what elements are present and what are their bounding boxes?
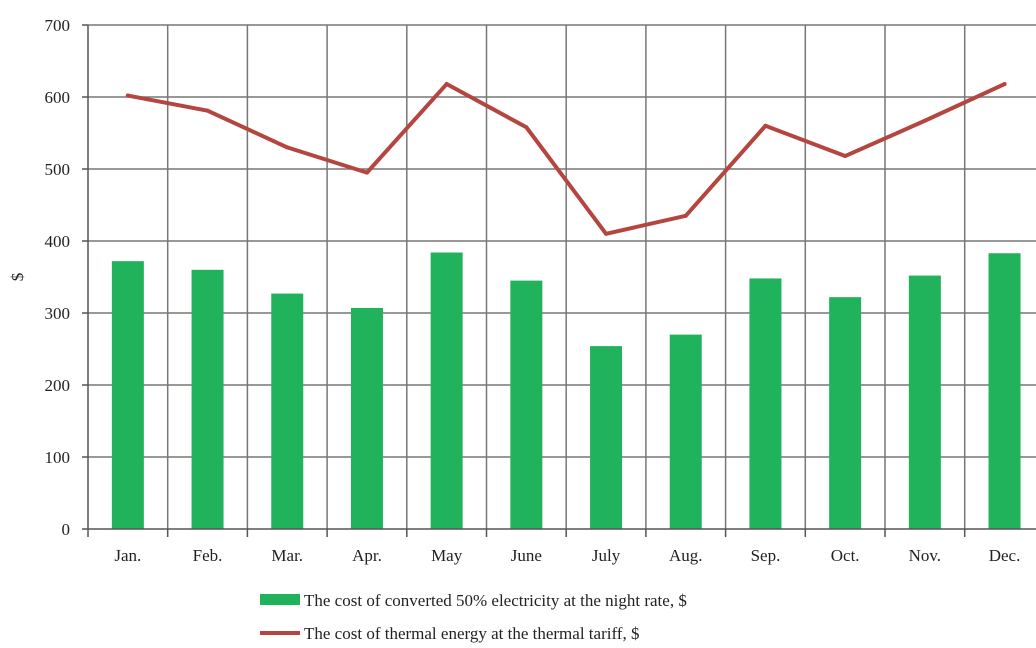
bar-series bbox=[111, 252, 1021, 530]
bar bbox=[590, 346, 623, 529]
axes bbox=[82, 24, 1036, 537]
x-tick-label: Feb. bbox=[193, 546, 223, 565]
line-point bbox=[763, 123, 768, 128]
line-point bbox=[604, 231, 609, 236]
line-point bbox=[125, 93, 130, 98]
y-tick-label: 500 bbox=[45, 160, 71, 179]
line-point bbox=[524, 125, 529, 130]
bar bbox=[510, 280, 543, 529]
line-point bbox=[364, 170, 369, 175]
x-tick-labels: Jan. Feb. Mar. Apr. May June July Aug. Sep. Oct. N… bbox=[114, 546, 1020, 565]
bar bbox=[988, 253, 1021, 530]
line-point bbox=[843, 154, 848, 159]
line-point bbox=[285, 145, 290, 150]
x-tick-label: May bbox=[431, 546, 463, 565]
y-tick-label: 200 bbox=[45, 376, 71, 395]
y-tick-label: 400 bbox=[45, 232, 71, 251]
y-tick-label: 600 bbox=[45, 88, 71, 107]
legend-item-line: The cost of thermal energy at the therma… bbox=[260, 624, 639, 643]
bar bbox=[749, 278, 782, 529]
legend-line-label: The cost of thermal energy at the therma… bbox=[304, 624, 639, 643]
bar bbox=[430, 252, 463, 529]
legend-bar-label: The cost of converted 50% electricity at… bbox=[304, 591, 687, 610]
y-tick-label: 300 bbox=[45, 304, 71, 323]
legend-bar-swatch bbox=[260, 594, 300, 605]
bar bbox=[271, 293, 304, 529]
x-tick-label: Jan. bbox=[114, 546, 141, 565]
legend: The cost of converted 50% electricity at… bbox=[260, 591, 687, 643]
line-point bbox=[444, 82, 449, 87]
bar bbox=[111, 261, 144, 529]
bar bbox=[908, 275, 941, 529]
grid bbox=[88, 24, 1036, 529]
line-point bbox=[1002, 82, 1007, 87]
x-tick-label: Mar. bbox=[271, 546, 303, 565]
line-point bbox=[205, 108, 210, 113]
line-point bbox=[922, 118, 927, 123]
y-tick-label: 100 bbox=[45, 448, 71, 467]
y-tick-labels: 0 100 200 300 400 500 600 700 bbox=[45, 16, 71, 539]
line-series bbox=[125, 82, 1007, 236]
x-tick-label: Sep. bbox=[751, 546, 781, 565]
line-point bbox=[683, 213, 688, 218]
bar bbox=[191, 269, 224, 529]
series-line bbox=[125, 82, 1007, 236]
x-tick-label: July bbox=[592, 546, 621, 565]
y-axis-label: $ bbox=[8, 273, 27, 282]
x-tick-label: June bbox=[511, 546, 542, 565]
bar bbox=[350, 307, 383, 529]
bar bbox=[669, 334, 702, 529]
x-tick-label: Nov. bbox=[909, 546, 941, 565]
y-tick-label: 700 bbox=[45, 16, 71, 35]
x-tick-label: Apr. bbox=[352, 546, 382, 565]
y-tick-label: 0 bbox=[62, 520, 71, 539]
x-tick-label: Oct. bbox=[831, 546, 860, 565]
legend-item-bar: The cost of converted 50% electricity at… bbox=[260, 591, 687, 610]
x-tick-label: Dec. bbox=[989, 546, 1021, 565]
bar bbox=[829, 297, 862, 529]
x-tick-label: Aug. bbox=[669, 546, 703, 565]
